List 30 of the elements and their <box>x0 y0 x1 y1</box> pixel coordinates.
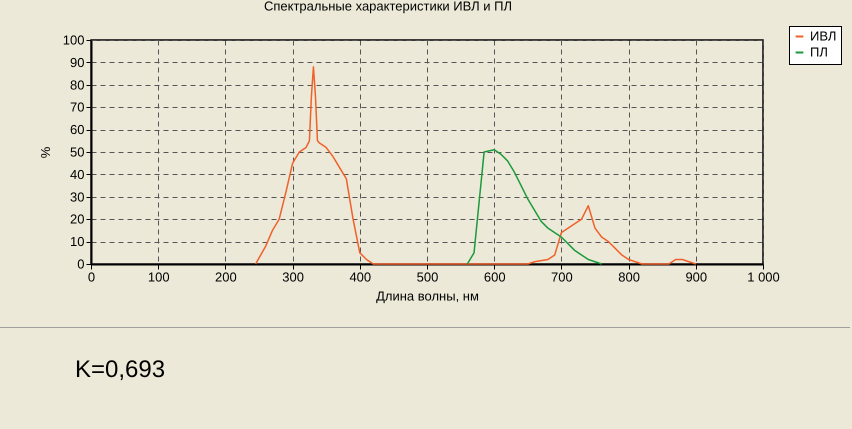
text: K=0,693 <box>75 356 166 384</box>
y-tick-label: 90 <box>70 54 84 70</box>
line-series <box>466 149 602 265</box>
y-tick-label: 70 <box>70 100 84 115</box>
y-tick-label: 60 <box>70 122 84 138</box>
x-tick-label: 100 <box>148 270 170 284</box>
y-tick-label: 80 <box>70 77 84 92</box>
x-tick-label: 400 <box>349 270 372 284</box>
x-tick-label: 500 <box>416 270 438 284</box>
y-tick-label: 10 <box>70 234 84 250</box>
y-tick-label: 100 <box>62 32 84 48</box>
y-axis-title: % <box>38 146 53 158</box>
x-tick-label: 1 000 <box>747 270 780 284</box>
line-series <box>254 66 697 265</box>
y-tick-label: 40 <box>70 166 84 182</box>
legend-label: ПЛ <box>810 44 828 60</box>
chart-title: Спектральные характеристики ИВЛ и ПЛ <box>264 0 512 14</box>
x-tick-label: 0 <box>88 270 96 284</box>
x-axis-title: Длина волны, нм <box>376 288 479 304</box>
x-tick-label: 300 <box>282 270 304 284</box>
y-tick-label: 20 <box>70 212 84 227</box>
x-tick-label: 200 <box>215 270 237 284</box>
x-tick-label: 900 <box>685 270 708 284</box>
x-tick-label: 700 <box>551 270 573 284</box>
legend-label: ИВЛ <box>810 28 836 44</box>
x-tick-label: 800 <box>618 270 640 284</box>
y-tick-label: 30 <box>70 189 84 204</box>
y-tick-label: 50 <box>70 144 84 160</box>
y-tick-label: 0 <box>77 256 84 272</box>
x-tick-label: 600 <box>484 270 506 284</box>
